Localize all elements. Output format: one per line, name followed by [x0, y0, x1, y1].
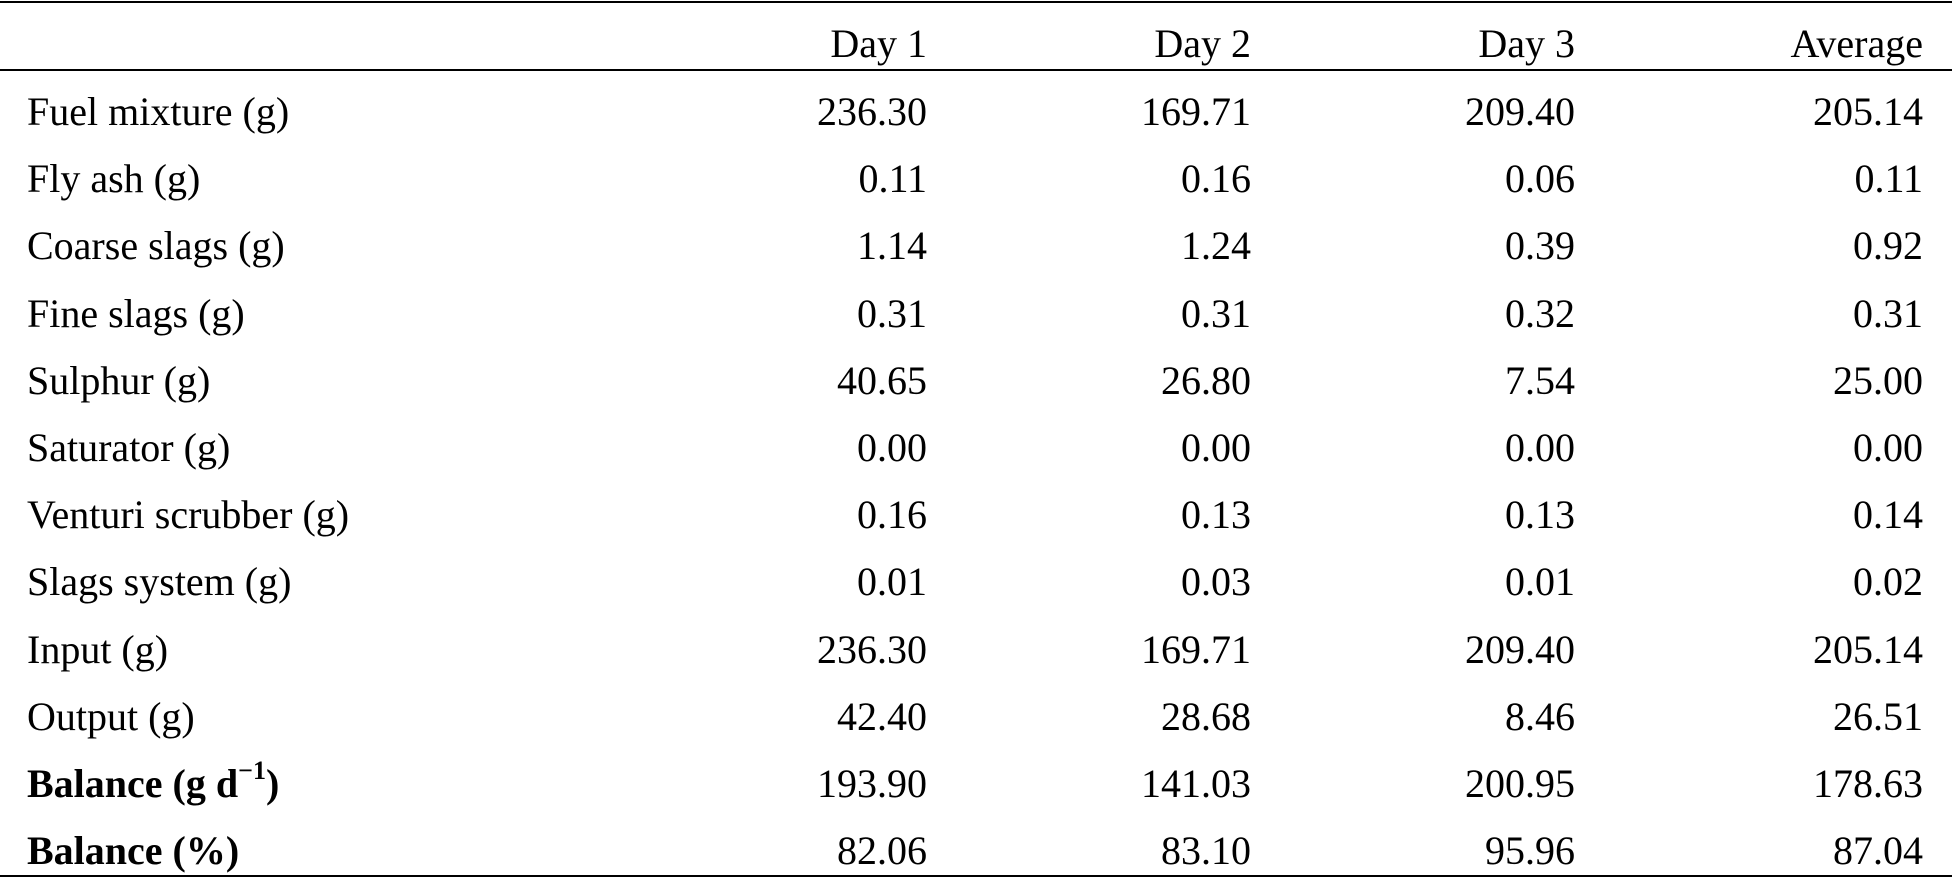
row-label: Saturator (g) [27, 423, 230, 473]
table-cell: 0.06 [1505, 156, 1575, 202]
table-cell: 205.14 [1813, 89, 1923, 134]
row-label: Slags system (g) [27, 557, 291, 607]
row-label-text: Fly ash (g) [27, 156, 201, 202]
table-cell: 0.00 [1505, 425, 1575, 470]
table-cell: 0.31 [1181, 290, 1251, 336]
table-cell: 0.14 [1853, 492, 1923, 538]
table-cell: 25.00 [1833, 357, 1923, 403]
table-cell: 0.01 [857, 559, 927, 605]
table-cell: 141.03 [1141, 761, 1251, 806]
row-label: Fine slags (g) [27, 289, 245, 339]
table-cell: 42.40 [837, 693, 927, 739]
table-cell: 0.01 [1505, 559, 1575, 605]
table-cell: 1.24 [1181, 223, 1251, 269]
row-label: Output (g) [27, 692, 195, 742]
table-cell: 0.13 [1505, 492, 1575, 538]
table-cell: 0.02 [1853, 559, 1923, 605]
table-cell: 82.06 [837, 828, 927, 874]
row-label: Balance (%) [27, 826, 239, 876]
row-label: Fly ash (g) [27, 154, 200, 204]
table-cell: 28.68 [1161, 693, 1251, 739]
table-cell: 8.46 [1505, 693, 1575, 739]
table-cell: 0.00 [1853, 425, 1923, 470]
table-cell: 26.51 [1833, 693, 1923, 739]
superscript: −1 [238, 755, 266, 785]
table-cell: 0.03 [1181, 559, 1251, 605]
table-cell: 178.63 [1813, 761, 1923, 806]
table-cell: 200.95 [1465, 761, 1575, 806]
column-header: Day 3 [1478, 21, 1575, 66]
table-cell: 0.16 [1181, 156, 1251, 202]
table-cell: 0.31 [857, 290, 927, 336]
table-cell: 236.30 [817, 626, 927, 672]
column-header: Day 1 [830, 21, 927, 66]
table-cell: 95.96 [1485, 828, 1575, 874]
table-cell: 169.71 [1141, 89, 1251, 134]
row-label: Coarse slags (g) [27, 221, 285, 271]
table-cell: 169.71 [1141, 626, 1251, 672]
table-cell: 40.65 [837, 357, 927, 403]
row-label-text: Coarse slags (g) [27, 223, 285, 269]
row-label-text: Balance (g d [27, 761, 239, 806]
row-label: Balance (g d−1) [27, 755, 280, 809]
table-cell: 0.16 [857, 492, 927, 538]
header-rule [0, 69, 1952, 71]
table-cell: 1.14 [857, 223, 927, 269]
row-label: Fuel mixture (g) [27, 87, 289, 137]
table-cell: 0.00 [1181, 425, 1251, 470]
table-cell: 236.30 [817, 89, 927, 134]
table-cell: 0.11 [858, 156, 927, 202]
table-cell: 0.92 [1853, 223, 1923, 269]
row-label: Sulphur (g) [27, 356, 210, 406]
table-cell: 205.14 [1813, 626, 1923, 672]
row-label-text: Slags system (g) [27, 559, 292, 605]
table-cell: 0.00 [857, 425, 927, 470]
table-cell: 83.10 [1161, 828, 1251, 874]
row-label-text: Sulphur (g) [27, 357, 211, 403]
table-cell: 0.32 [1505, 290, 1575, 336]
row-label-text: Balance (%) [27, 828, 240, 874]
column-header: Average [1790, 21, 1924, 66]
table-cell: 7.54 [1505, 357, 1575, 403]
row-label-suffix: ) [265, 761, 280, 806]
row-label-text: Input (g) [27, 626, 169, 672]
row-label: Venturi scrubber (g) [27, 490, 349, 540]
bottom-rule [0, 875, 1952, 877]
table-cell: 0.39 [1505, 223, 1575, 269]
table-cell: 0.11 [1854, 156, 1923, 202]
table-cell: 209.40 [1465, 626, 1575, 672]
row-label-text: Venturi scrubber (g) [27, 492, 350, 538]
row-label: Input (g) [27, 625, 168, 675]
table-cell: 209.40 [1465, 89, 1575, 134]
table-cell: 26.80 [1161, 357, 1251, 403]
table-cell: 0.31 [1853, 290, 1923, 336]
table-cell: 87.04 [1833, 828, 1923, 874]
row-label-text: Output (g) [27, 693, 195, 739]
table-cell: 193.90 [817, 761, 927, 806]
table-cell: 0.13 [1181, 492, 1251, 538]
row-label-text: Fine slags (g) [27, 290, 245, 336]
column-header: Day 2 [1154, 21, 1251, 66]
row-label-text: Saturator (g) [27, 425, 231, 470]
top-rule [0, 1, 1952, 3]
row-label-text: Fuel mixture (g) [27, 89, 290, 134]
